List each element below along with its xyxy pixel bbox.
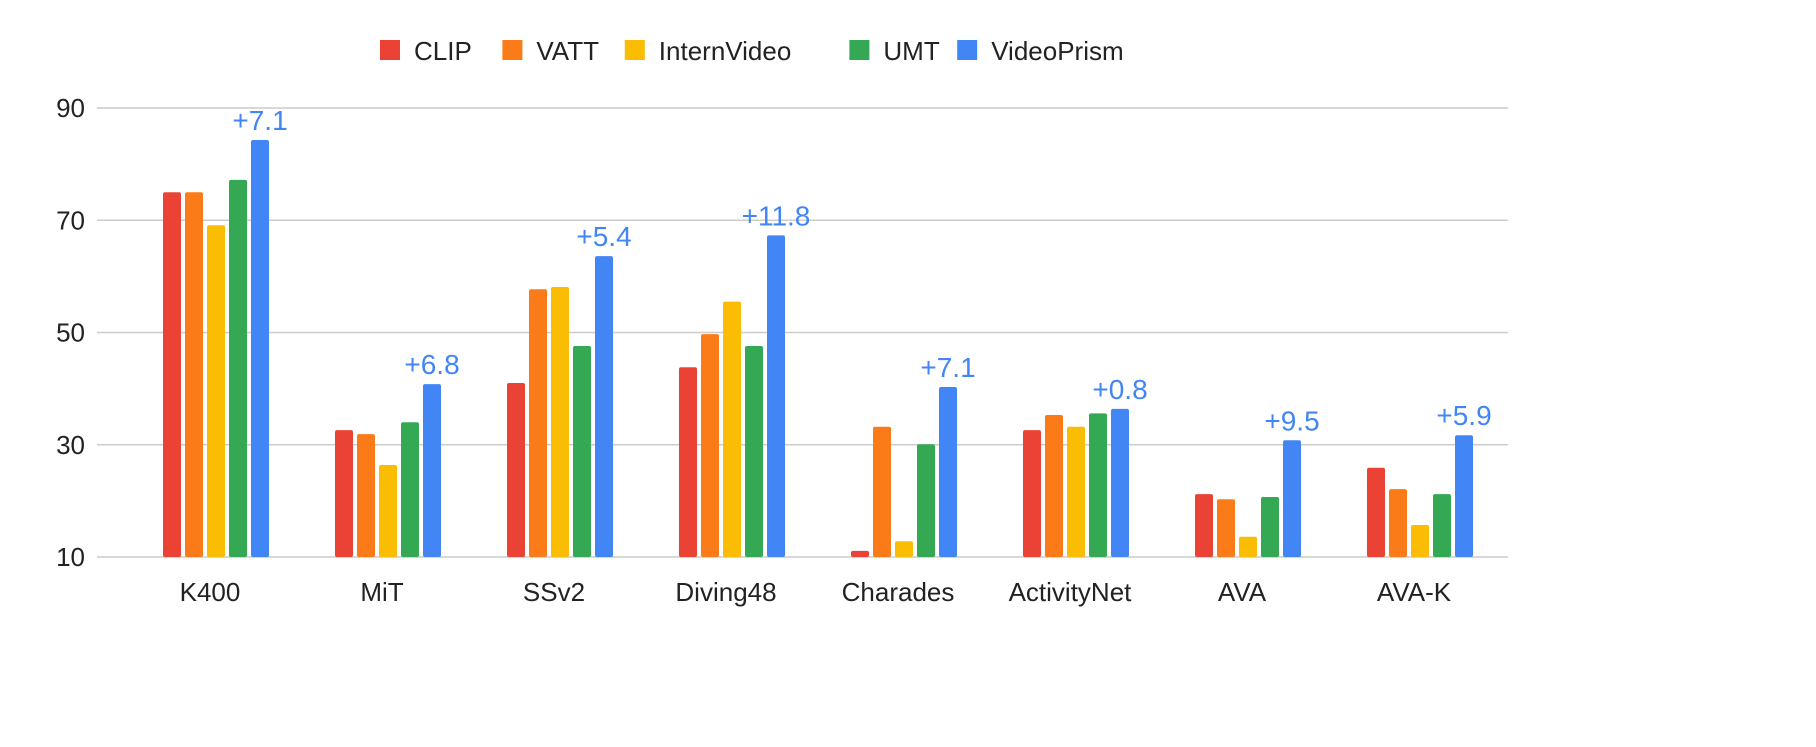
bar-vatt-diving48: [701, 334, 719, 557]
bar-umt-activitynet: [1089, 413, 1107, 557]
bar-videoprism-diving48: [767, 235, 785, 557]
bar-vatt-ava: [1217, 499, 1235, 557]
gain-label: +7.1: [232, 105, 287, 136]
y-tick-label: 90: [56, 93, 85, 123]
legend-swatch-vatt: [502, 40, 523, 60]
x-tick-label: AVA: [1218, 577, 1267, 607]
x-tick-label: MiT: [360, 577, 403, 607]
bar-videoprism-mit: [423, 384, 441, 557]
x-tick-label: AVA-K: [1377, 577, 1452, 607]
gain-label: +5.9: [1436, 400, 1491, 431]
y-tick-label: 50: [56, 318, 85, 348]
bar-videoprism-activitynet: [1111, 408, 1129, 557]
x-tick-label: Diving48: [675, 577, 776, 607]
bar-umt-ava: [1261, 496, 1279, 557]
bar-vatt-ssv2: [529, 289, 547, 557]
bar-umt-k400: [229, 179, 247, 557]
bar-umt-mit: [401, 422, 419, 557]
x-tick-label: ActivityNet: [1009, 577, 1133, 607]
bar-clip-mit: [335, 430, 353, 557]
legend-swatch-umt: [849, 40, 870, 60]
bar-vatt-charades: [873, 426, 891, 557]
bar-clip-activitynet: [1023, 430, 1041, 557]
legend-swatch-videoprism: [957, 40, 978, 60]
legend-label: VATT: [536, 36, 599, 66]
bar-internvideo-charades: [895, 541, 913, 557]
gain-label: +0.8: [1092, 374, 1147, 405]
bar-internvideo-ava: [1239, 536, 1257, 557]
gain-label: +7.1: [920, 352, 975, 383]
bar-internvideo-ava-k: [1411, 525, 1429, 557]
gain-label: +5.4: [576, 221, 631, 252]
legend-swatch-internvideo: [624, 40, 645, 60]
x-tick-label: K400: [180, 577, 241, 607]
bar-videoprism-ava-k: [1455, 435, 1473, 557]
y-tick-label: 10: [56, 542, 85, 572]
bar-clip-diving48: [679, 367, 697, 557]
bar-videoprism-charades: [939, 386, 957, 557]
bar-internvideo-diving48: [723, 301, 741, 557]
x-tick-label: SSv2: [523, 577, 585, 607]
legend-label: VideoPrism: [991, 36, 1123, 66]
bar-internvideo-k400: [207, 225, 225, 557]
bar-clip-ava: [1195, 494, 1213, 557]
legend-label: InternVideo: [659, 36, 792, 66]
gain-label: +11.8: [742, 200, 811, 231]
bar-videoprism-ssv2: [595, 256, 613, 557]
bar-vatt-k400: [185, 192, 203, 557]
y-tick-label: 70: [56, 205, 85, 235]
legend-swatch-clip: [380, 40, 400, 60]
y-tick-label: 30: [56, 430, 85, 460]
bar-clip-k400: [163, 192, 181, 557]
bar-clip-ava-k: [1367, 467, 1385, 557]
bar-videoprism-ava: [1283, 440, 1301, 557]
bar-internvideo-activitynet: [1067, 426, 1085, 557]
bar-vatt-mit: [357, 434, 375, 557]
bar-umt-ssv2: [573, 345, 591, 557]
bar-clip-charades: [851, 550, 869, 557]
legend-label: CLIP: [414, 36, 472, 66]
gain-label: +9.5: [1264, 405, 1319, 436]
bar-umt-diving48: [745, 345, 763, 557]
bar-internvideo-ssv2: [551, 287, 569, 557]
bar-clip-ssv2: [507, 383, 525, 557]
bar-videoprism-k400: [251, 139, 269, 557]
bar-vatt-activitynet: [1045, 415, 1063, 557]
bar-umt-ava-k: [1433, 494, 1451, 557]
bar-vatt-ava-k: [1389, 489, 1407, 557]
bar-umt-charades: [917, 444, 935, 557]
legend-label: UMT: [883, 36, 939, 66]
x-tick-label: Charades: [842, 577, 955, 607]
gain-label: +6.8: [404, 349, 459, 380]
bar-internvideo-mit: [379, 464, 397, 557]
